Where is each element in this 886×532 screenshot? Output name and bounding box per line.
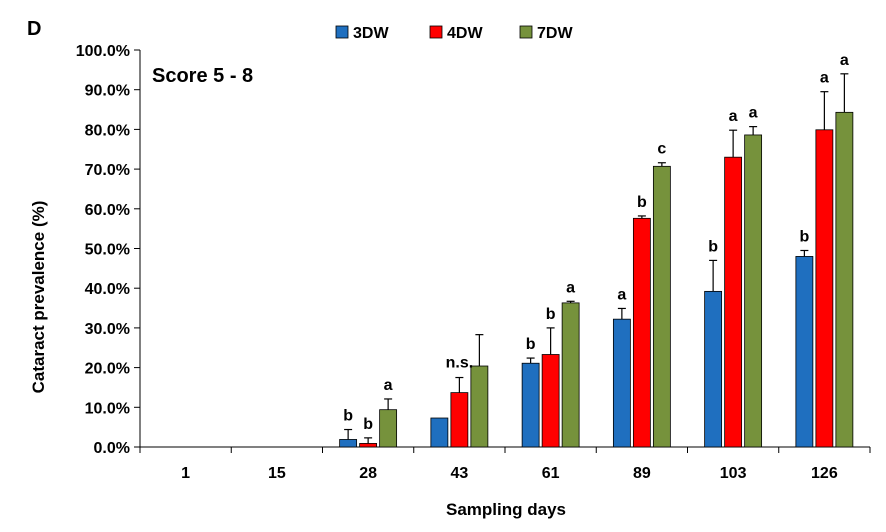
y-tick-label: 100.0% [76,43,130,60]
bar [612,318,631,448]
significance-label: b [637,194,647,211]
bar [561,302,580,448]
legend-swatch [335,25,349,39]
bar [632,217,651,448]
significance-label: a [820,70,829,87]
legend-label: 3DW [353,25,389,42]
bar [359,443,378,448]
y-tick-label: 90.0% [85,83,130,100]
bar [704,290,723,448]
x-tick-label: 15 [268,465,286,482]
bar [835,111,854,448]
significance-label: b [546,306,556,323]
legend-label: 7DW [537,25,573,42]
plot-area: 0.0% 10.0% 20.0% 30.0% 40.0% 50.0% 60.0% 70.0% 8… [76,43,871,482]
y-tick-label: 30.0% [85,321,130,338]
bar [541,354,560,448]
y-tick-label: 80.0% [85,122,130,139]
significance-label: a [840,52,849,69]
bar [450,392,469,448]
y-tick-label: 10.0% [85,400,130,417]
x-tick-label: 1 [181,465,190,482]
y-tick-label: 40.0% [85,281,130,298]
significance-label: a [729,108,738,125]
x-tick-label: 61 [542,465,560,482]
bar [795,256,814,448]
significance-label: b [343,408,353,425]
y-tick-label: 70.0% [85,162,130,179]
bar [470,365,489,448]
legend-swatch [429,25,443,39]
significance-label: a [617,286,626,303]
bar [379,409,398,448]
score-annotation: Score 5 - 8 [152,65,253,87]
bar [652,165,671,448]
y-tick-label: 0.0% [94,440,130,457]
bar [724,156,743,448]
bar [521,362,540,448]
bar [744,134,763,448]
x-axis-title: Sampling days [446,500,566,519]
significance-label: a [749,105,758,122]
y-axis-title: Cataract prevalence (%) [29,201,48,394]
y-tick-label: 60.0% [85,202,130,219]
bar [339,439,358,448]
y-tick-label: 50.0% [85,242,130,259]
bar [430,417,449,448]
panel-letter: D [27,18,41,40]
legend: 3DW 4DW 7DW [335,25,573,42]
significance-label: c [657,141,666,158]
x-tick-label: 89 [633,465,651,482]
legend-label: 4DW [447,25,483,42]
significance-label: b [363,416,373,433]
x-tick-label: 103 [720,465,747,482]
significance-label: b [526,336,536,353]
significance-label: n.s. [446,355,474,372]
significance-label: b [708,238,718,255]
significance-label: b [799,228,809,245]
x-tick-label: 126 [811,465,838,482]
bar [815,129,834,448]
x-tick-label: 28 [359,465,377,482]
legend-swatch [519,25,533,39]
significance-label: a [384,377,393,394]
significance-label: a [566,279,575,296]
x-tick-label: 43 [450,465,468,482]
y-tick-label: 20.0% [85,361,130,378]
